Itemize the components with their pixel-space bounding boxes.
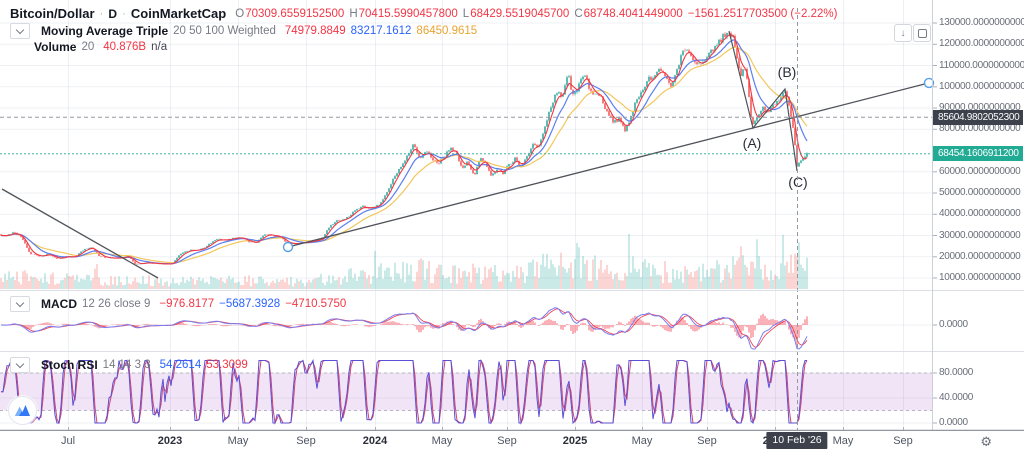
ma-slow-value: 86450.9615 <box>416 25 478 37</box>
time-axis-label: Sep <box>497 435 517 447</box>
time-axis-label: 2023 <box>157 435 183 447</box>
interval-label[interactable]: D <box>108 6 118 21</box>
volume-legend: Volume 20 40.876B n/a <box>34 40 167 54</box>
high-value: 70415.5990457800 <box>358 7 458 20</box>
macd-line-value: −5687.3928 <box>219 298 281 310</box>
low-label: L <box>462 7 470 20</box>
price-axis-label: 40000.0000000000 <box>939 208 1021 220</box>
stoch-d-value: 53.3099 <box>206 359 248 371</box>
time-axis-label: May <box>631 435 653 447</box>
chart-platform-logo[interactable] <box>8 396 37 425</box>
gear-icon[interactable]: ⚙ <box>980 434 992 449</box>
crosshair-date-badge: 10 Feb '26 <box>766 432 828 449</box>
time-axis-label: Sep <box>697 435 717 447</box>
time-axis-label: Sep <box>296 435 316 447</box>
ma-legend: Moving Average Triple 20 50 100 Weighted… <box>10 23 477 39</box>
macd-params: 12 26 close 9 <box>82 298 151 310</box>
collapse-macd-button[interactable] <box>10 296 30 312</box>
macd-indicator-title[interactable]: MACD <box>41 297 77 311</box>
time-axis-label: 2024 <box>362 435 388 447</box>
move-pane-down-button[interactable]: ↓ <box>894 24 912 42</box>
trendline-handle[interactable] <box>923 77 935 89</box>
time-axis-label: Jul <box>60 435 76 447</box>
price-axis-label: 80.0000 <box>939 367 974 378</box>
close-value: 68748.4041449000 <box>583 7 683 20</box>
volume-ma-value: 40.876B <box>103 41 147 53</box>
stoch-legend: Stoch RSI 14 14 3 3 54.2614 53.3099 <box>10 357 248 373</box>
collapse-stoch-button[interactable] <box>10 357 30 373</box>
volume-params: 20 <box>81 41 95 53</box>
maximize-icon <box>917 28 927 38</box>
trendline-handle[interactable] <box>282 241 294 253</box>
wave-label-a: (A) <box>743 135 762 151</box>
price-axis-label: 30000.0000000000 <box>939 229 1021 241</box>
volume-na-value: n/a <box>151 41 168 53</box>
low-value: 68429.5519045700 <box>470 7 570 20</box>
price-axis-label: 120000.0000000000 <box>939 38 1024 50</box>
abc-correction-zigzag <box>728 30 798 171</box>
price-axis-label: 60000.0000000000 <box>939 165 1021 177</box>
wave-label-c: (C) <box>788 174 807 190</box>
open-value: 70309.6559152500 <box>245 7 345 20</box>
ma-mid-value: 83217.1612 <box>350 25 412 37</box>
price-axis-label: 0.0000 <box>939 319 968 330</box>
price-axis-label: 80000.0000000000 <box>939 123 1021 135</box>
chevron-down-icon <box>15 359 25 368</box>
macd-hist-value: −976.8177 <box>159 298 215 310</box>
price-axis-label: 40.0000 <box>939 392 974 403</box>
crosshair-price-badge: 85604.9802052300 <box>933 109 1023 125</box>
chevron-down-icon <box>15 25 25 34</box>
ma-fast-value: 74979.8849 <box>284 25 346 37</box>
price-axis-label: 100000.0000000000 <box>939 80 1024 92</box>
macd-legend: MACD 12 26 close 9 −976.8177 −5687.3928 … <box>10 296 346 312</box>
time-axis-label: May <box>227 435 249 447</box>
collapse-ma-button[interactable] <box>10 23 30 39</box>
price-axis-label: 50000.0000000000 <box>939 187 1021 198</box>
stoch-params: 14 14 3 3 <box>102 359 151 371</box>
volume-indicator-title[interactable]: Volume <box>34 40 77 54</box>
open-label: O <box>235 7 245 20</box>
time-axis-label: May <box>431 435 453 447</box>
price-axis-label: 130000.0000000000 <box>939 17 1024 28</box>
wave-label-b: (B) <box>778 64 797 80</box>
price-axis-label: 110000.0000000000 <box>939 59 1024 71</box>
change-value: −1561.2517703500 (−2.22%) <box>687 7 838 20</box>
time-axis-label: 2025 <box>562 435 588 447</box>
price-axis-label: 10000.0000000000 <box>939 272 1021 283</box>
price-axis-label: 20000.0000000000 <box>939 250 1021 262</box>
chevron-down-icon <box>15 298 25 307</box>
last-price-badge: 68454.1606911200 <box>933 146 1023 162</box>
high-label: H <box>349 7 358 20</box>
stoch-indicator-title[interactable]: Stoch RSI <box>41 358 98 372</box>
maximize-pane-button[interactable] <box>913 24 931 42</box>
time-axis-label: May <box>832 435 854 447</box>
ma-params: 20 50 100 Weighted <box>173 25 276 37</box>
ma-indicator-title[interactable]: Moving Average Triple <box>41 24 169 38</box>
price-axis-label: 90000.0000000000 <box>939 102 1021 113</box>
time-axis[interactable]: 10 Feb '26 ⚙ Jul 2023 May Sep 2024 May Sep 2025… <box>0 431 1024 453</box>
exchange-label[interactable]: CoinMarketCap <box>130 6 227 21</box>
macd-signal-value: −4710.5750 <box>285 298 347 310</box>
close-label: C <box>574 7 583 20</box>
price-axis[interactable]: 85604.9802052300 68454.1606911200 130000… <box>933 0 1024 430</box>
mountain-logo-icon <box>15 405 30 416</box>
stoch-k-value: 54.2614 <box>159 359 202 371</box>
time-axis-label: Sep <box>893 435 913 447</box>
symbol-title[interactable]: Bitcoin/Dollar <box>10 6 95 21</box>
descending-trendline <box>1 188 159 279</box>
ascending-trendline <box>287 82 930 248</box>
symbol-legend: Bitcoin/Dollar · D · CoinMarketCap O 7030… <box>10 6 838 21</box>
price-axis-label: 0.0000 <box>939 417 968 428</box>
